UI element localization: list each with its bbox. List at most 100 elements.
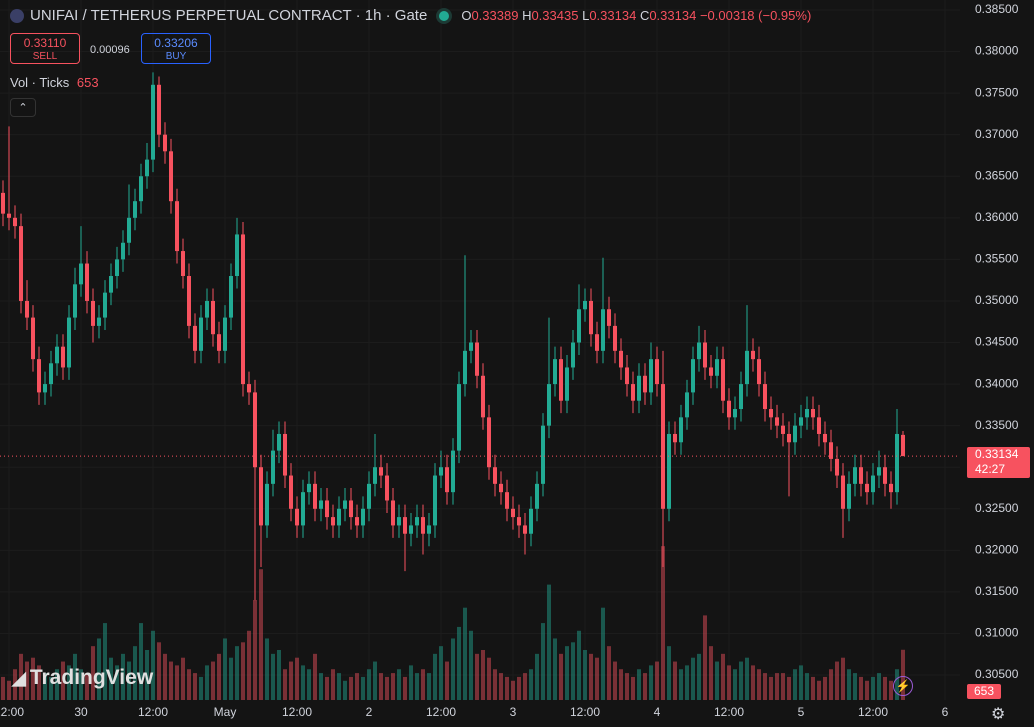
volume-bar: [145, 650, 149, 700]
collapse-button[interactable]: ⌃: [10, 98, 36, 117]
close: 0.33134: [649, 8, 697, 23]
volume-bar: [871, 676, 875, 700]
buy-button[interactable]: 0.33206 BUY: [141, 33, 211, 64]
candle-body: [499, 483, 503, 493]
candle-body: [817, 417, 821, 434]
volume-bar: [793, 669, 797, 700]
volume-bar: [151, 630, 155, 700]
volume-bar: [259, 569, 263, 700]
candle-body: [37, 359, 41, 393]
sell-label: SELL: [32, 51, 58, 62]
candle-body: [121, 242, 125, 260]
volume-bar: [13, 669, 17, 700]
x-tick-label: 12:00: [570, 705, 600, 719]
volume-bar: [577, 630, 581, 700]
candle-body: [445, 467, 449, 493]
volume-bar: [391, 673, 395, 700]
candle-body: [523, 525, 527, 534]
candle-body: [43, 384, 47, 393]
candle-body: [139, 176, 143, 202]
volume-bar: [649, 665, 653, 700]
volume-bar: [247, 630, 251, 700]
volume-bar: [685, 665, 689, 700]
volume-bar: [751, 665, 755, 700]
candle-body: [661, 384, 665, 509]
candle-body: [613, 325, 617, 351]
candle-body: [85, 263, 89, 301]
candle-body: [289, 475, 293, 509]
volume-bar: [265, 638, 269, 700]
candle-body: [691, 359, 695, 393]
lightning-button[interactable]: ⚡: [893, 676, 913, 696]
volume-bar: [691, 657, 695, 700]
sell-button[interactable]: 0.33110 SELL: [10, 33, 80, 64]
volume-bar: [73, 653, 77, 700]
x-tick-label: 12:00: [858, 705, 888, 719]
volume-bar: [553, 638, 557, 700]
candle-body: [709, 367, 713, 376]
candle-body: [547, 384, 551, 426]
volume-bar: [175, 665, 179, 700]
price-label: 0.33134 42:27: [967, 447, 1030, 478]
candle-body: [79, 263, 83, 285]
candle-body: [337, 508, 341, 526]
volume-bar: [337, 673, 341, 700]
candle-body: [145, 159, 149, 177]
volume-name: Vol · Ticks: [10, 75, 70, 90]
candle-body: [733, 409, 737, 418]
volume-bar: [889, 680, 893, 700]
volume-bar: [49, 676, 53, 700]
y-tick-label: 0.36500: [975, 168, 1019, 182]
candle-body: [199, 317, 203, 351]
candle-body: [721, 359, 725, 401]
candle-body: [835, 458, 839, 476]
open: 0.33389: [471, 8, 519, 23]
y-tick-label: 0.36000: [975, 210, 1019, 224]
candle-body: [583, 300, 587, 310]
y-tick-label: 0.31000: [975, 626, 1019, 640]
candle-body: [109, 276, 113, 293]
candle-body: [763, 384, 767, 410]
volume-bar: [541, 623, 545, 700]
candle-body: [805, 409, 809, 418]
volume-bar: [661, 546, 665, 700]
y-tick-label: 0.35500: [975, 252, 1019, 266]
candle-body: [697, 342, 701, 360]
candle-body: [655, 359, 659, 385]
candle-body: [757, 359, 761, 385]
candle-body: [325, 500, 329, 518]
candle-body: [451, 450, 455, 493]
candle-body: [775, 417, 779, 426]
candle-body: [49, 363, 53, 385]
volume-bar: [613, 661, 617, 700]
volume-bar: [67, 665, 71, 700]
volume-bar: [19, 653, 23, 700]
candle-body: [865, 483, 869, 493]
volume-bar: [583, 650, 587, 700]
candle-body: [7, 213, 11, 218]
candle-body: [187, 276, 191, 326]
volume-bar: [829, 669, 833, 700]
volume-bar: [739, 661, 743, 700]
candle-body: [175, 201, 179, 252]
candle-body: [895, 433, 899, 493]
candle-body: [307, 483, 311, 493]
candle-body: [193, 325, 197, 351]
volume-bar: [139, 623, 143, 700]
candle-body: [247, 384, 251, 393]
volume-bar: [127, 661, 131, 700]
settings-button[interactable]: ⚙: [991, 706, 1006, 723]
volume-bar: [91, 646, 95, 700]
candle-body: [91, 300, 95, 326]
volume-bar: [859, 676, 863, 700]
candle-body: [319, 500, 323, 509]
candle-body: [847, 483, 851, 509]
volume-bar: [865, 680, 869, 700]
volume-bar: [103, 623, 107, 700]
volume-bar: [397, 669, 401, 700]
volume-bar: [745, 657, 749, 700]
volume-bar: [487, 657, 491, 700]
candle-body: [829, 442, 833, 459]
candle-body: [367, 483, 371, 509]
